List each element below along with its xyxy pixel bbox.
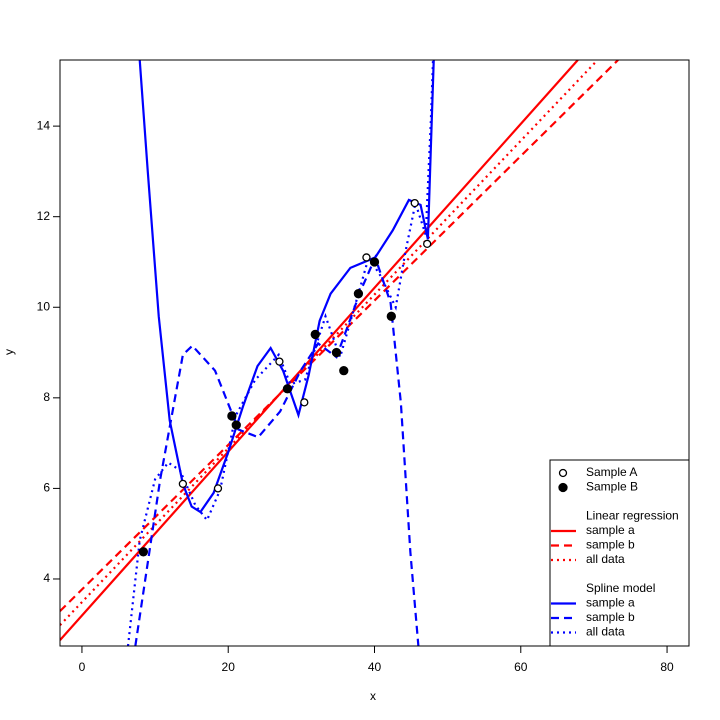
y-tick-label: 12 (37, 209, 51, 223)
point (362, 253, 371, 262)
legend-title: Spline model (586, 581, 655, 595)
x-tick-label: 80 (660, 660, 674, 674)
legend-label: sample a (586, 523, 635, 537)
line (134, 254, 420, 646)
line (60, 60, 619, 612)
y-tick-label: 4 (43, 571, 50, 585)
x-axis-label: x (370, 689, 376, 703)
legend-label: all data (586, 625, 625, 639)
x-tick-label: 20 (222, 660, 236, 674)
legend-box (549, 459, 690, 647)
point (310, 329, 320, 340)
point (231, 420, 241, 430)
point (410, 198, 419, 208)
point (423, 239, 432, 249)
y-tick-label: 6 (43, 481, 50, 495)
point (300, 398, 309, 407)
legend-title: Linear regression (586, 509, 679, 523)
legend-label: sample b (586, 538, 635, 552)
point (227, 411, 237, 421)
point (353, 289, 364, 299)
line (60, 60, 579, 641)
x-tick-label: 60 (514, 660, 528, 674)
legend-marker (558, 468, 568, 478)
plot-area (60, 60, 619, 646)
point (275, 357, 284, 366)
point (282, 384, 293, 394)
point (178, 479, 188, 489)
point (213, 484, 223, 493)
legend-label: Sample A (586, 465, 637, 479)
legend-label: all data (586, 552, 625, 566)
y-tick-label: 8 (43, 390, 50, 404)
line (60, 60, 599, 626)
legend-label: Sample B (586, 480, 638, 494)
legend-marker (558, 482, 568, 493)
point (369, 257, 380, 267)
y-tick-label: 10 (37, 299, 51, 313)
y-axis-label: y (2, 349, 16, 355)
point (331, 347, 342, 358)
legend-label: sample a (586, 596, 635, 610)
x-tick-label: 0 (79, 660, 86, 674)
point (138, 547, 149, 557)
point (339, 366, 349, 376)
x-tick-label: 40 (368, 660, 382, 674)
point (386, 311, 396, 321)
y-tick-label: 14 (37, 118, 51, 132)
legend-label: sample b (586, 610, 635, 624)
